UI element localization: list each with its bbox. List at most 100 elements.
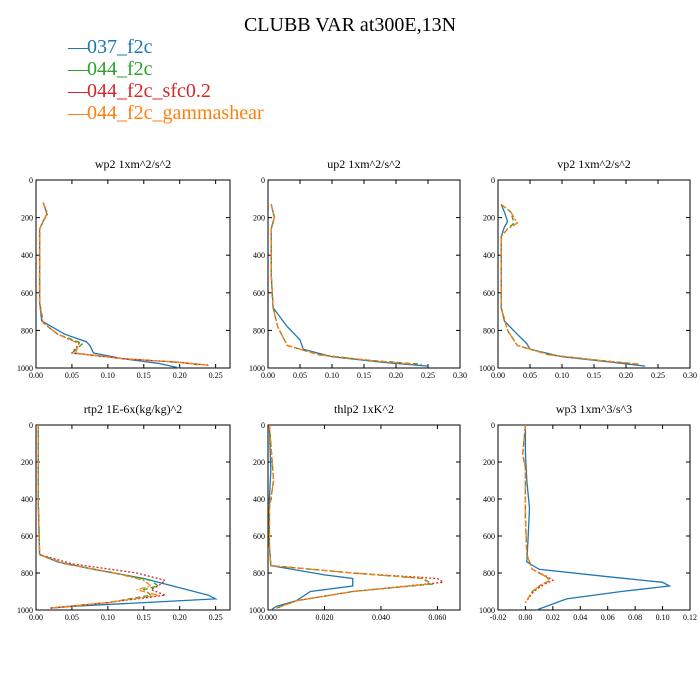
x-tick-label: 0.15 [137,371,151,380]
series-line-044_f2c_sfc0.2 [270,204,416,365]
y-tick-label: 800 [21,326,33,335]
x-tick-label: 0.08 [628,613,642,622]
y-tick-label: 1000 [249,364,265,373]
y-tick-label: 0 [491,421,495,430]
x-tick-label: 0.020 [315,613,333,622]
series-line-037_f2c [268,424,354,611]
x-tick-label: 0.04 [573,613,587,622]
x-tick-label: 0.25 [209,613,223,622]
x-tick-label: 0.15 [357,371,371,380]
series-line-044_f2c_gammashear [522,424,552,603]
x-tick-label: 0.10 [656,613,670,622]
y-tick-label: 0 [29,421,33,430]
y-tick-label: 0 [261,176,265,185]
x-tick-label: 0.000 [259,613,277,622]
series-line-044_f2c_gammashear [270,204,416,365]
legend-label: 044_f2c_gammashear [87,102,264,124]
y-tick-label: 600 [253,532,265,541]
y-tick-label: 200 [21,458,33,467]
x-tick-label: 0.00 [518,613,532,622]
x-tick-label: 0.05 [65,613,79,622]
axes-frame [267,179,461,369]
x-tick-label: 0.25 [421,371,435,380]
y-tick-label: 1000 [17,606,33,615]
x-tick-label: 0.25 [209,371,223,380]
figure-title: CLUBB VAR at300E,13N [243,14,457,36]
x-tick-label: 0.10 [325,371,339,380]
x-tick-label: 0.30 [683,371,697,380]
legend-label: 044_f2c [87,58,153,80]
x-tick-label: 0.12 [683,613,697,622]
series-line-044_f2c [270,204,422,365]
series-line-044_f2c_sfc0.2 [522,424,555,603]
panel-title: wp3 1xm^3/s^3 [556,402,632,416]
y-tick-label: 200 [483,458,495,467]
series-line-044_f2c_sfc0.2 [268,424,445,609]
axes-frame [497,179,691,369]
y-tick-label: 200 [21,214,33,223]
panel-title: rtp2 1E-6x(kg/kg)^2 [84,402,183,416]
panel-title: thlp2 1xK^2 [334,402,394,416]
series-line-037_f2c [524,425,672,611]
y-tick-label: 600 [483,289,495,298]
legend-item-044-f2c-sfc0.2: —044_f2c_sfc0.2 [68,80,264,102]
y-tick-label: 600 [483,532,495,541]
x-tick-label: 0.05 [523,371,537,380]
y-tick-label: 1000 [249,606,265,615]
y-tick-label: 800 [21,569,33,578]
panel-4: thlp2 1xK^2 0.000 0.020 0.040 0.060 0 200 400 60… [249,402,461,622]
x-tick-label: 0.06 [601,613,615,622]
series-line-037_f2c [500,204,646,367]
y-tick-label: 400 [253,251,265,260]
x-tick-label: 0.060 [428,613,446,622]
series-line-044_f2c [38,202,202,366]
y-tick-label: 400 [21,495,33,504]
y-tick-label: 200 [483,214,495,223]
panel-2: vp2 1xm^2/s^2 0.00 0.05 0.10 0.15 0.20 0.25 0.3… [479,157,697,380]
series-line-044_f2c_sfc0.2 [500,203,639,365]
y-tick-label: 800 [253,326,265,335]
series-line-044_f2c [37,425,160,609]
x-tick-label: 0.05 [293,371,307,380]
legend-label: 037_f2c [87,36,153,58]
x-tick-label: 0.20 [619,371,633,380]
series-line-037_f2c [38,202,180,369]
x-tick-label: -0.02 [490,613,507,622]
legend: —037_f2c —044_f2c —044_f2c_sfc0.2 —044_f… [68,36,264,124]
panel-title: vp2 1xm^2/s^2 [557,157,631,171]
series-line-037_f2c [270,204,429,367]
x-tick-label: 0.10 [101,371,115,380]
axes-frame [35,424,231,611]
series-line-044_f2c_gammashear [38,202,209,366]
series-line-044_f2c_gammashear [37,425,159,609]
y-tick-label: 800 [483,326,495,335]
x-tick-label: 0.10 [555,371,569,380]
legend-item-044-f2c: —044_f2c [68,58,264,80]
axes-frame [267,424,461,611]
x-tick-label: 0.15 [587,371,601,380]
y-tick-label: 1000 [17,364,33,373]
x-tick-label: 0.10 [101,613,115,622]
y-tick-label: 600 [21,289,33,298]
axes-frame [497,424,691,611]
series-line-037_f2c [37,425,219,609]
series-line-044_f2c_sfc0.2 [37,425,167,609]
legend-item-044-f2c-gammashear: —044_f2c_gammashear [68,102,264,124]
x-tick-label: 0.05 [65,371,79,380]
y-tick-label: 400 [253,495,265,504]
x-tick-label: 0.25 [651,371,665,380]
y-tick-label: 1000 [479,606,495,615]
x-tick-label: 0.00 [261,371,275,380]
panel-1: up2 1xm^2/s^2 0.00 0.05 0.10 0.15 0.20 0.25 0.3… [249,157,467,380]
x-tick-label: 0.20 [389,371,403,380]
axes-frame [35,179,231,369]
series-line-044_f2c [268,424,434,609]
y-tick-label: 1000 [479,364,495,373]
series-line-044_f2c_gammashear [268,424,431,609]
x-tick-label: 0.20 [173,613,187,622]
panel-title: up2 1xm^2/s^2 [327,157,401,171]
panel-5: wp3 1xm^3/s^3 -0.02 0.00 0.02 0.04 0.06 0.08 0.… [479,402,697,622]
y-tick-label: 200 [253,214,265,223]
x-tick-label: 0.040 [372,613,390,622]
